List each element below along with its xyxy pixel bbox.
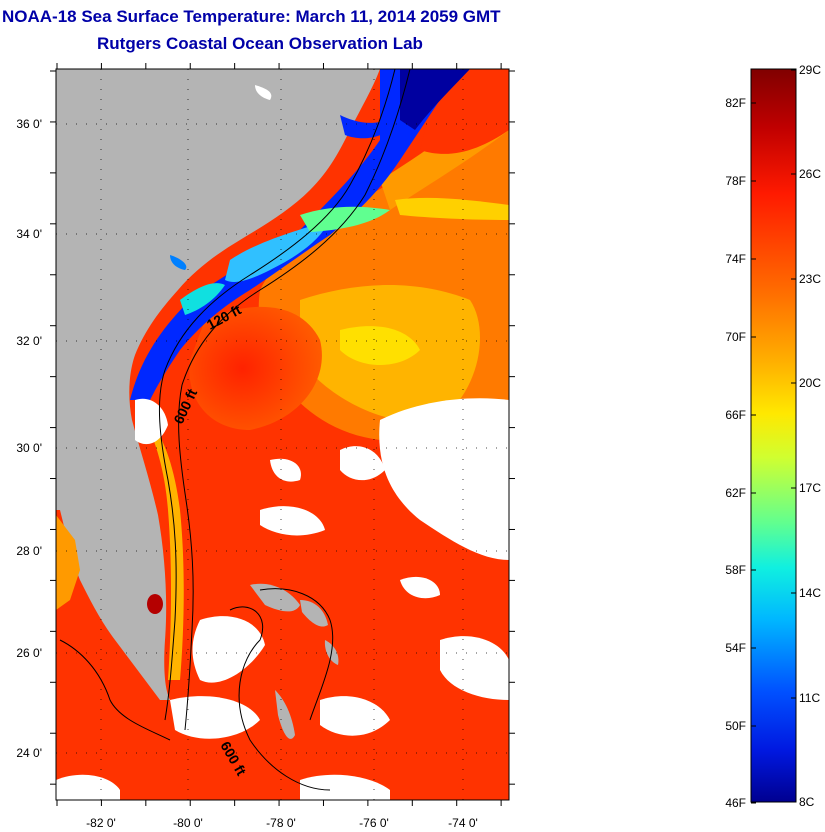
- graticule: [50, 63, 515, 806]
- longitude-tick-label: -80 0': [173, 816, 203, 830]
- longitude-tick-label: -76 0': [359, 816, 389, 830]
- longitude-tick-label: -78 0': [266, 816, 296, 830]
- fahrenheit-label: 70F: [725, 330, 746, 344]
- latitude-tick-label: 36 0': [16, 117, 42, 131]
- celsius-label: 26C: [799, 167, 821, 181]
- map-subtitle: Rutgers Coastal Ocean Observation Lab: [97, 34, 423, 53]
- celsius-label: 20C: [799, 376, 821, 390]
- longitude-labels: -82 0' -80 0' -78 0' -76 0' -74 0': [86, 816, 478, 830]
- longitude-tick-label: -74 0': [448, 816, 478, 830]
- celsius-label: 29C: [799, 63, 821, 77]
- latitude-tick-label: 26 0': [16, 646, 42, 660]
- celsius-label: 8C: [799, 795, 815, 809]
- gulf-stream-eddy: [189, 306, 322, 430]
- fahrenheit-scale: 82F 78F 74F 70F 66F 62F 58F 54F 50F 46F: [725, 96, 756, 810]
- contour-120ft: [158, 69, 396, 721]
- fahrenheit-label: 78F: [725, 174, 746, 188]
- fahrenheit-label: 58F: [725, 563, 746, 577]
- latitude-tick-label: 24 0': [16, 746, 42, 760]
- celsius-label: 11C: [799, 691, 820, 705]
- celsius-scale: 29C 26C 23C 20C 17C 14C 11C 8C: [791, 63, 821, 809]
- coastal-strip: [145, 420, 184, 680]
- sst-map: [56, 69, 509, 800]
- fahrenheit-label: 46F: [725, 796, 746, 810]
- land-mainland: [56, 69, 380, 700]
- lake-okeechobee: [147, 594, 163, 614]
- fahrenheit-label: 82F: [725, 96, 746, 110]
- map-title: NOAA-18 Sea Surface Temperature: March 1…: [2, 7, 501, 26]
- latitude-tick-label: 28 0': [16, 544, 42, 558]
- latitude-tick-label: 34 0': [16, 227, 42, 241]
- map-frame: [55, 68, 510, 801]
- colorbar: [750, 68, 797, 803]
- celsius-label: 14C: [799, 586, 821, 600]
- celsius-label: 17C: [799, 481, 821, 495]
- bahamas-islands: [250, 583, 300, 612]
- latitude-tick-label: 30 0': [16, 441, 42, 455]
- contour-600ft: [178, 69, 411, 731]
- longitude-tick-label: -82 0': [86, 816, 116, 830]
- fahrenheit-label: 62F: [725, 486, 746, 500]
- fahrenheit-label: 54F: [725, 641, 746, 655]
- latitude-tick-label: 32 0': [16, 334, 42, 348]
- latitude-labels: 36 0' 34 0' 32 0' 30 0' 28 0' 26 0' 24 0': [16, 117, 42, 760]
- fahrenheit-label: 50F: [725, 719, 746, 733]
- fahrenheit-label: 66F: [725, 408, 746, 422]
- fahrenheit-label: 74F: [725, 252, 746, 266]
- celsius-label: 23C: [799, 272, 821, 286]
